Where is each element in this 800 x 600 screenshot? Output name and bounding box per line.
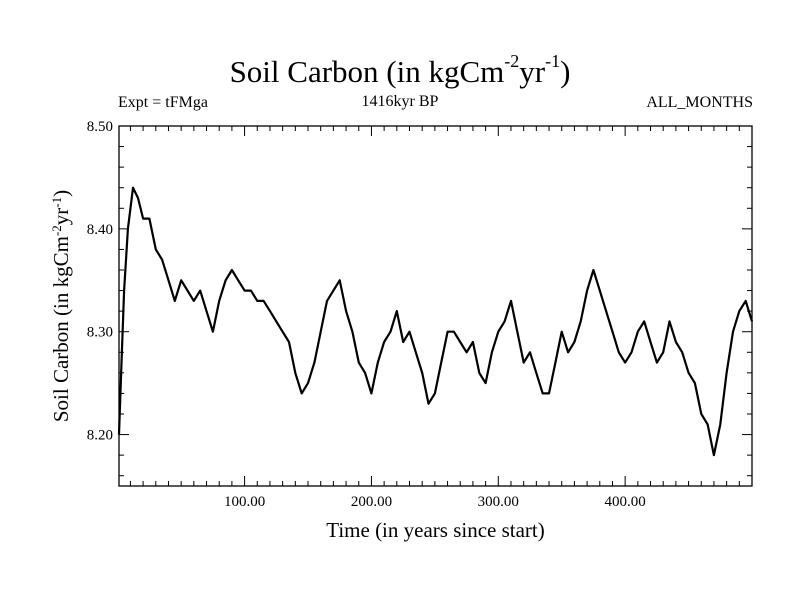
- period-label: 1416kyr BP: [361, 93, 439, 110]
- x-tick-label: 200.00: [351, 494, 392, 510]
- y-tick-label: 8.50: [87, 119, 113, 135]
- months-label: ALL_MONTHS: [646, 94, 753, 111]
- x-tick-label: 300.00: [478, 494, 519, 510]
- chart-title: Soil Carbon (in kgCm-2yr-1): [229, 50, 571, 89]
- y-axis: 8.20 8.30 8.40 8.50: [87, 119, 752, 477]
- y-tick-label: 8.40: [87, 222, 113, 238]
- y-axis-title: Soil Carbon (in kgCm-2yr-1): [49, 190, 74, 422]
- x-axis-title: Time (in years since start): [326, 518, 545, 542]
- x-axis: 100.00 200.00 300.00 400.00: [129, 126, 753, 510]
- series-layer: [117, 186, 754, 457]
- series-line: [117, 186, 754, 457]
- experiment-label: Expt = tFMga: [118, 94, 208, 111]
- x-tick-label: 100.00: [224, 494, 265, 510]
- x-tick-label: 400.00: [605, 494, 646, 510]
- plot-frame: [118, 125, 753, 487]
- y-tick-label: 8.30: [87, 325, 113, 341]
- y-tick-label: 8.20: [87, 428, 113, 444]
